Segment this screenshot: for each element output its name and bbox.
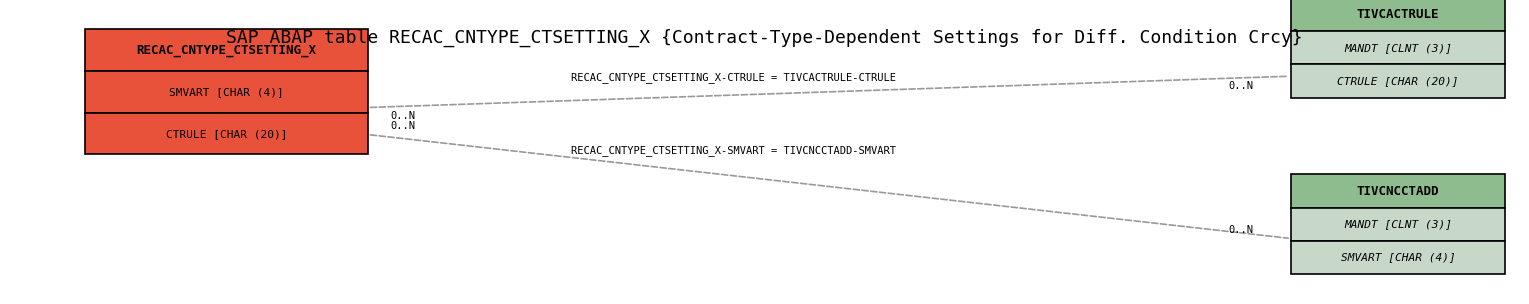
Text: RECAC_CNTYPE_CTSETTING_X: RECAC_CNTYPE_CTSETTING_X bbox=[136, 43, 317, 57]
Text: SMVART [CHAR (4)]: SMVART [CHAR (4)] bbox=[1341, 253, 1456, 263]
FancyBboxPatch shape bbox=[1290, 0, 1505, 31]
Text: CTRULE [CHAR (20)]: CTRULE [CHAR (20)] bbox=[165, 129, 287, 139]
Text: 0..N: 0..N bbox=[1228, 225, 1252, 235]
FancyBboxPatch shape bbox=[86, 113, 367, 154]
Text: RECAC_CNTYPE_CTSETTING_X-CTRULE = TIVCACTRULE-CTRULE: RECAC_CNTYPE_CTSETTING_X-CTRULE = TIVCAC… bbox=[572, 72, 896, 83]
Text: SMVART [CHAR (4)]: SMVART [CHAR (4)] bbox=[170, 87, 284, 97]
FancyBboxPatch shape bbox=[1290, 241, 1505, 274]
FancyBboxPatch shape bbox=[1290, 31, 1505, 64]
FancyBboxPatch shape bbox=[1290, 174, 1505, 208]
Text: MANDT [CLNT (3)]: MANDT [CLNT (3)] bbox=[1344, 43, 1453, 53]
Text: 0..N: 0..N bbox=[390, 121, 416, 131]
Text: TIVCNCCTADD: TIVCNCCTADD bbox=[1356, 185, 1439, 198]
Text: 0..N: 0..N bbox=[390, 111, 416, 121]
Text: SAP ABAP table RECAC_CNTYPE_CTSETTING_X {Contract-Type-Dependent Settings for Di: SAP ABAP table RECAC_CNTYPE_CTSETTING_X … bbox=[226, 29, 1303, 47]
FancyBboxPatch shape bbox=[86, 29, 367, 71]
Text: 0..N: 0..N bbox=[1228, 81, 1252, 91]
Text: TIVCACTRULE: TIVCACTRULE bbox=[1356, 8, 1439, 21]
FancyBboxPatch shape bbox=[1290, 208, 1505, 241]
Text: RECAC_CNTYPE_CTSETTING_X-SMVART = TIVCNCCTADD-SMVART: RECAC_CNTYPE_CTSETTING_X-SMVART = TIVCNC… bbox=[572, 145, 896, 156]
FancyBboxPatch shape bbox=[86, 71, 367, 113]
Text: CTRULE [CHAR (20)]: CTRULE [CHAR (20)] bbox=[1338, 76, 1459, 86]
Text: MANDT [CLNT (3)]: MANDT [CLNT (3)] bbox=[1344, 219, 1453, 229]
FancyBboxPatch shape bbox=[1290, 64, 1505, 98]
